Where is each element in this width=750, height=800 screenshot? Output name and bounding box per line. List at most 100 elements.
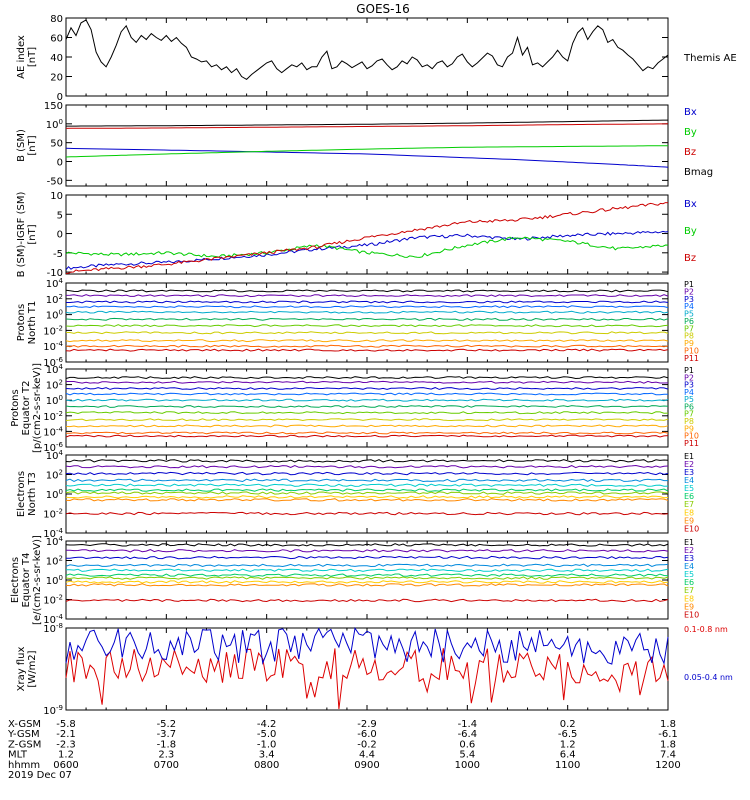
orbit-row-value: 0700 [154, 760, 179, 771]
legend-label: P5 [684, 310, 694, 319]
legend-label: E5 [684, 570, 694, 579]
panel-4: 10-6 10-4 10-2 100 102 104 Protons North T1 P1P2… [16, 277, 699, 369]
legend-label: P1 [684, 366, 694, 375]
orbit-row-value: -6.0 [357, 729, 377, 740]
legend-label: P6 [684, 317, 694, 326]
orbit-row-label: Y-GSM [7, 729, 40, 740]
y-tick-label: 0 [57, 230, 63, 241]
y-tick-label: 0 [57, 158, 63, 169]
legend-label: Bz [684, 147, 696, 158]
orbit-table: X-GSM -5.8 -5.2 -4.2 -2.9 -1.4 0.2 1.8 Y-GSM -2.1… [7, 719, 681, 781]
legend-label: Bx [684, 199, 697, 210]
series-line-by [65, 236, 669, 258]
legend-label: Bx [684, 107, 697, 118]
series-line-p8 [66, 331, 669, 335]
orbit-row-value: 1100 [555, 760, 580, 771]
orbit-row-label: MLT [8, 750, 28, 761]
y-axis-label: Protons [16, 304, 27, 341]
y-axis-label: Xray flux [16, 647, 27, 692]
y-tick-label: 10-6 [43, 441, 63, 454]
series-line-p4 [65, 392, 668, 396]
y-tick-label: 10-8 [43, 622, 63, 635]
legend-label: P7 [684, 410, 694, 419]
legend-label: Themis AE [683, 53, 737, 64]
legend-label: P10 [684, 346, 699, 355]
legend-label: E2 [684, 460, 694, 469]
legend-label: P2 [684, 373, 694, 382]
series-line-e3 [66, 555, 669, 560]
legend-label: E6 [684, 492, 694, 501]
y-tick-label: 10-4 [43, 527, 63, 540]
series-line-by [65, 145, 668, 158]
y-tick-label: 80 [50, 14, 63, 25]
orbit-row-value: 2.3 [158, 750, 174, 761]
series-line-bz [65, 202, 669, 274]
series-line-p6 [65, 404, 669, 408]
y-tick-label: 104 [46, 277, 64, 290]
orbit-row-value: 0600 [53, 760, 78, 771]
y-axis-label: Protons [10, 389, 21, 426]
series-line-0-05-0-4-nm [65, 626, 669, 666]
series-line-p3 [65, 387, 669, 390]
orbit-row-value: 0800 [254, 760, 279, 771]
y-tick-label: 100 [46, 574, 63, 587]
series-line-bz [65, 123, 669, 129]
orbit-row-value: -3.7 [157, 729, 177, 740]
legend-label: P4 [684, 302, 694, 311]
y-tick-label: 150 [44, 101, 63, 112]
y-tick-label: 104 [46, 363, 64, 376]
panel-frame [65, 627, 669, 711]
orbit-row-value: 1.8 [660, 739, 676, 750]
y-axis-label: Equator T2 [21, 381, 32, 436]
legend-label: P1 [684, 280, 694, 289]
y-tick-label: 102 [46, 293, 63, 306]
legend-label: E1 [684, 538, 694, 547]
y-tick-label: 100 [46, 118, 63, 131]
legend-label: Bmag [684, 167, 713, 178]
orbit-row-value: -0.2 [357, 739, 377, 750]
series-line-e9 [65, 583, 669, 587]
y-tick-label: 102 [46, 469, 63, 482]
y-axis-label: [nT] [27, 135, 38, 155]
series-line-0-1-0-8-nm [65, 648, 669, 710]
legend-label: P9 [684, 424, 694, 433]
y-axis-label: North T1 [27, 301, 38, 345]
orbit-row-value: -2.1 [56, 729, 76, 740]
y-tick-label: 100 [46, 309, 63, 322]
panel-1: 0 20 40 60 80 AE index [nT] Themis AE [16, 14, 737, 103]
legend-label: P11 [684, 354, 699, 363]
legend-label: 0.1-0.8 nm [684, 625, 728, 634]
series-line-e2 [65, 549, 669, 553]
legend-label: E9 [684, 602, 694, 611]
series-line-p6 [65, 317, 669, 321]
y-tick-label: -50 [47, 176, 63, 187]
legend-label: P4 [684, 388, 694, 397]
legend-label: E9 [684, 516, 694, 525]
series-line-e8 [65, 495, 669, 499]
y-axis-label: B (SM)-IGRF (SM) [16, 192, 27, 278]
y-axis-label: [e/(cm2-s-sr-keV)] [32, 535, 43, 625]
series-line-p11 [65, 348, 669, 352]
legend-label: E7 [684, 500, 694, 509]
orbit-row-value: 1200 [655, 760, 680, 771]
orbit-row-value: -5.8 [56, 719, 76, 730]
legend-label: P9 [684, 339, 694, 348]
orbit-row-value: 3.4 [259, 750, 275, 761]
orbit-row-value: 7.4 [660, 750, 676, 761]
y-tick-label: 102 [46, 555, 63, 568]
date-label: 2019 Dec 07 [8, 770, 72, 781]
panel-3: -10 -5 0 5 10 B (SM)-IGRF (SM) [nT] Bx By Bz [16, 191, 697, 279]
orbit-row-value: -2.3 [56, 739, 76, 750]
legend-label: E3 [684, 468, 694, 477]
y-tick-label: -10 [47, 268, 63, 279]
y-axis-label: B (SM) [16, 129, 27, 162]
series-line-e1 [65, 459, 669, 463]
series-line-p5 [65, 310, 669, 314]
legend-label: E6 [684, 578, 694, 587]
panel-7: 10-4 10-2 100 102 104 Electrons Equator T4 [e/(… [10, 535, 699, 626]
series-line-e10 [65, 598, 669, 603]
legend-label: P2 [684, 287, 694, 296]
legend-label: P7 [684, 324, 694, 333]
y-axis-label: AE index [16, 35, 27, 79]
